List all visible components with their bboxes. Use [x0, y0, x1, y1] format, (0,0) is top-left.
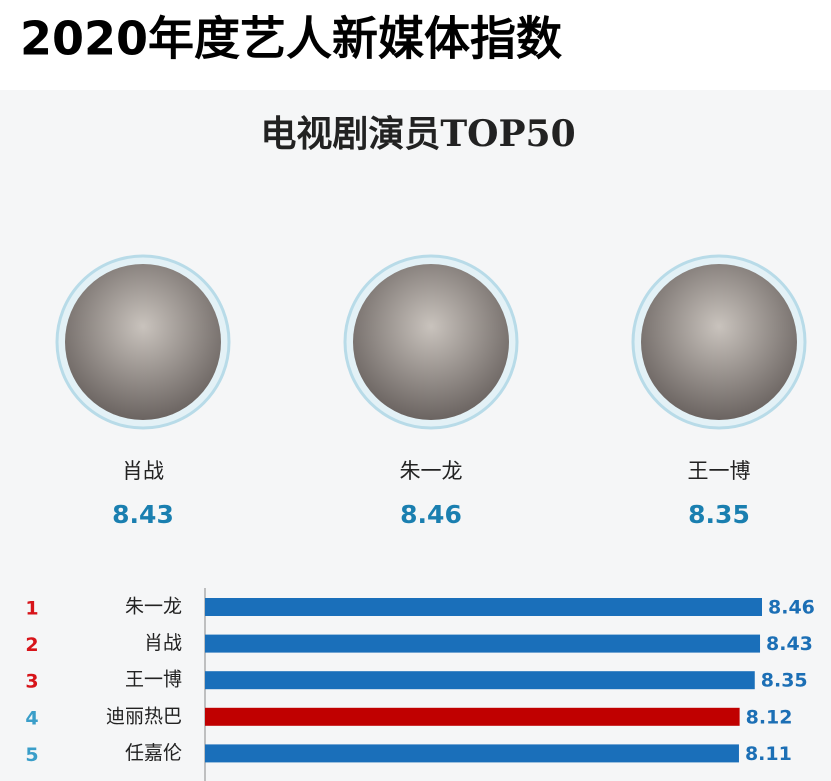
featured-score: 8.46: [400, 500, 462, 529]
value-label: 8.12: [746, 706, 793, 728]
avatar: [641, 264, 797, 420]
rank-label: 3: [25, 671, 38, 693]
value-label: 8.11: [745, 743, 792, 765]
featured-name: 朱一龙: [400, 459, 463, 483]
rank-label: 5: [25, 744, 38, 766]
bar: [205, 707, 740, 726]
featured-group: 肖战 8.43 朱一龙 8.46 王一博 8.35: [55, 254, 807, 529]
panel-bg: [0, 90, 831, 781]
category-label: 朱一龙: [125, 596, 182, 618]
featured-name: 肖战: [122, 459, 164, 483]
featured-name: 王一博: [688, 459, 751, 483]
bar: [205, 634, 761, 653]
category-label: 迪丽热巴: [106, 705, 182, 727]
featured-score: 8.43: [112, 500, 174, 529]
rank-label: 2: [25, 634, 38, 656]
category-label: 肖战: [144, 632, 182, 654]
value-label: 8.35: [761, 670, 808, 692]
header-bg: [0, 0, 831, 90]
featured-score: 8.35: [688, 500, 750, 529]
category-label: 任嘉伦: [125, 742, 182, 764]
subtitle: 电视剧演员TOP50: [260, 113, 575, 155]
avatar: [65, 264, 221, 420]
value-label: 8.43: [766, 633, 813, 655]
rank-label: 4: [25, 707, 38, 729]
bar: [205, 671, 755, 690]
value-label: 8.46: [768, 597, 815, 619]
category-label: 王一博: [125, 669, 182, 691]
avatar: [353, 264, 509, 420]
title: 2020年度艺人新媒体指数: [20, 12, 562, 66]
bar: [205, 744, 739, 763]
rank-label: 1: [25, 598, 38, 620]
bar-chart: 1 朱一龙 8.46 2 肖战 8.43 3 王一博 8.35 4 迪丽热巴 8.12 5 任嘉伦 8.11: [25, 588, 815, 781]
bar: [205, 598, 762, 616]
